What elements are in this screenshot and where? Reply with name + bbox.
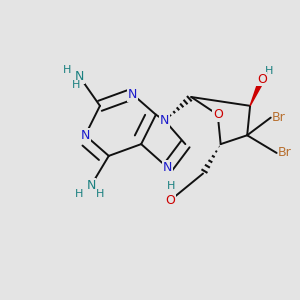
Text: H: H [167, 181, 175, 191]
Text: Br: Br [272, 111, 286, 124]
Text: N: N [163, 161, 172, 174]
Polygon shape [250, 78, 264, 106]
Text: H: H [265, 66, 273, 76]
Text: H: H [63, 65, 72, 76]
Text: N: N [160, 114, 169, 127]
Text: H: H [75, 189, 83, 199]
Text: O: O [166, 194, 176, 207]
Text: O: O [213, 108, 223, 121]
Text: O: O [257, 73, 267, 86]
Text: N: N [75, 70, 84, 83]
Text: H: H [72, 80, 81, 90]
Text: H: H [96, 189, 104, 199]
Text: N: N [128, 88, 137, 100]
Text: Br: Br [278, 146, 292, 159]
Text: N: N [86, 179, 96, 192]
Text: N: N [80, 129, 90, 142]
